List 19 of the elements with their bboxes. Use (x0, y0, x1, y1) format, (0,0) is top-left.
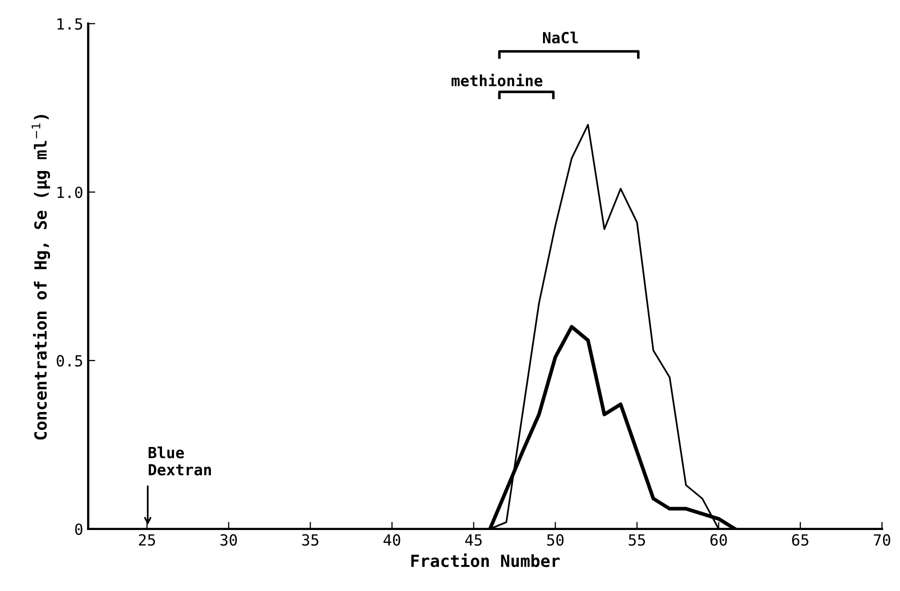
x-axis-title: Fraction Number (411, 553, 560, 568)
annotation: methionine (452, 74, 542, 86)
annotation: NaCl (543, 32, 578, 44)
annotation: Blue Dextran (148, 446, 211, 476)
x-tick-label: 65 (792, 534, 808, 546)
y-tick-label: 0.5 (56, 355, 82, 367)
x-tick-label: 60 (710, 534, 727, 546)
x-tick-label: 30 (220, 534, 237, 546)
x-tick-label: 45 (465, 534, 482, 546)
x-tick-label: 25 (138, 534, 155, 546)
x-tick-label: 70 (874, 534, 890, 546)
x-tick-label: 50 (547, 534, 564, 546)
x-tick-label: 55 (628, 534, 645, 546)
y-axis-title: Concentration of Hg, Se (µg ml$^{−1}$) (32, 115, 50, 440)
y-tick-label: 1.0 (58, 186, 82, 198)
x-tick-label: 40 (384, 534, 400, 546)
y-tick-label: 1.5 (58, 18, 82, 30)
y-tick-label: 0 (75, 523, 82, 536)
x-tick-label: 35 (302, 534, 318, 546)
